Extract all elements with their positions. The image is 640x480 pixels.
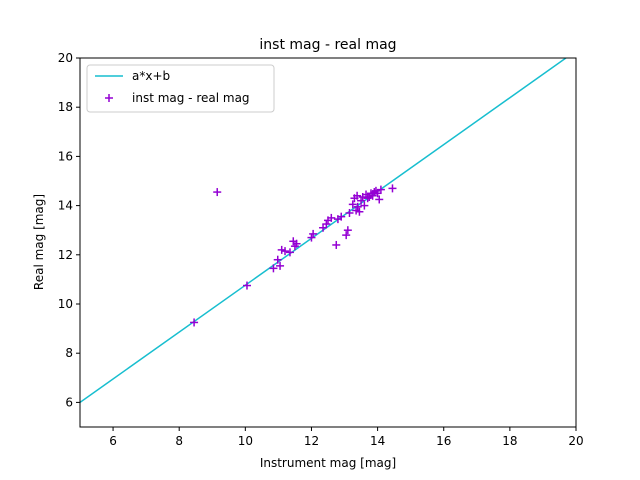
data-point <box>213 188 222 197</box>
data-point <box>276 261 285 270</box>
x-tick-label: 16 <box>436 434 451 448</box>
x-axis-label: Instrument mag [mag] <box>260 456 396 470</box>
data-point <box>190 318 199 327</box>
data-point <box>322 220 331 229</box>
legend-label-fit: a*x+b <box>132 69 170 83</box>
data-point <box>376 185 385 194</box>
points-group <box>190 184 397 327</box>
x-tick-label: 10 <box>238 434 253 448</box>
data-point <box>363 194 372 203</box>
plot-area: 6 8 10 12 14 16 18 20 6 8 10 12 14 16 18 20 <box>58 51 584 448</box>
data-point <box>242 281 251 290</box>
data-point <box>375 195 384 204</box>
data-point <box>337 212 346 221</box>
x-tick-label: 8 <box>175 434 183 448</box>
data-point <box>269 264 278 273</box>
data-point <box>342 231 351 240</box>
data-point <box>309 229 318 238</box>
y-tick-label: 20 <box>58 51 73 65</box>
y-tick-label: 16 <box>58 149 73 163</box>
x-tick-label: 12 <box>304 434 319 448</box>
fit-line-group <box>80 58 568 404</box>
x-tick-label: 6 <box>109 434 117 448</box>
data-point <box>292 239 301 248</box>
y-tick-label: 12 <box>58 248 73 262</box>
data-point <box>273 255 282 264</box>
y-tick-label: 8 <box>65 346 73 360</box>
chart-title: inst mag - real mag <box>259 37 396 53</box>
data-point <box>355 207 364 216</box>
y-axis-label: Real mag [mag] <box>32 194 46 290</box>
data-point <box>281 247 290 256</box>
axes-frame <box>79 57 577 428</box>
data-point <box>345 208 354 217</box>
x-tick-label: 20 <box>568 434 583 448</box>
data-point <box>332 240 341 249</box>
y-tick-label: 14 <box>58 199 73 213</box>
y-tick-label: 6 <box>65 395 73 409</box>
data-point <box>357 196 366 205</box>
data-point <box>353 191 362 200</box>
data-point <box>368 191 377 200</box>
x-tick-label: 14 <box>370 434 385 448</box>
y-tick-label: 10 <box>58 297 73 311</box>
data-point <box>360 201 369 210</box>
data-point <box>388 184 397 193</box>
y-tick-label: 18 <box>58 100 73 114</box>
legend-label-points: inst mag - real mag <box>132 91 250 105</box>
data-point <box>307 233 316 242</box>
x-tick-label: 18 <box>502 434 517 448</box>
legend: a*x+b inst mag - real mag <box>86 64 275 113</box>
data-point <box>348 200 357 209</box>
data-point <box>353 202 362 211</box>
legend-box <box>86 64 275 113</box>
data-point <box>285 248 294 257</box>
data-point <box>327 213 336 222</box>
data-point <box>343 226 352 235</box>
fit-line <box>80 58 568 404</box>
